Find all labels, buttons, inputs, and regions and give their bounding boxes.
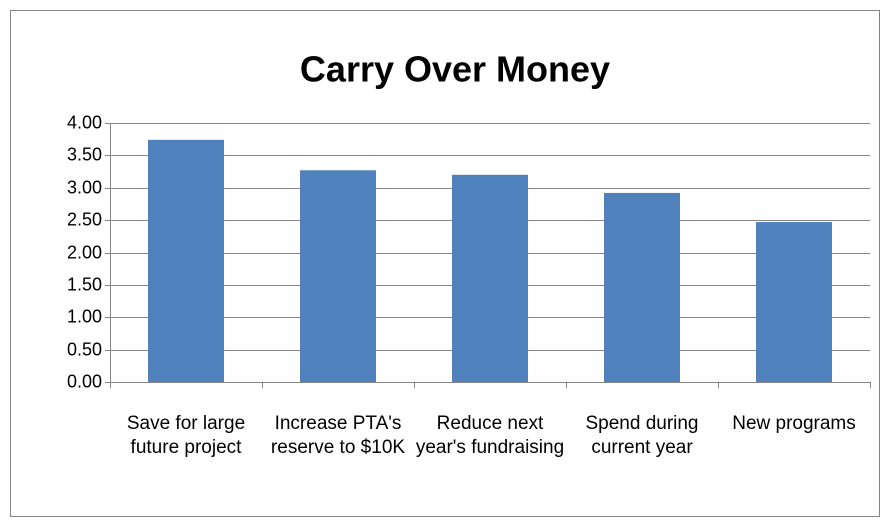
bar bbox=[300, 170, 376, 382]
x-tick-label: Spend during current year bbox=[585, 413, 699, 458]
x-tick-label: Increase PTA's reserve to $10K bbox=[270, 413, 406, 458]
y-tick-label: 4.00 bbox=[67, 112, 102, 132]
y-tick-label: 2.00 bbox=[67, 242, 102, 262]
x-tick-label: New programs bbox=[732, 413, 856, 434]
bar bbox=[148, 139, 224, 382]
y-tick-label: 3.00 bbox=[67, 177, 102, 197]
y-tick-label: 2.50 bbox=[67, 209, 102, 229]
y-tick-label: 0.00 bbox=[67, 371, 102, 391]
bar bbox=[452, 174, 528, 382]
bar bbox=[604, 192, 680, 382]
y-tick-label: 0.50 bbox=[67, 339, 102, 359]
x-tick-label: Save for large future project bbox=[126, 413, 246, 458]
x-tick-label: Reduce next year's fundraising bbox=[415, 413, 565, 458]
y-tick-label: 3.50 bbox=[67, 144, 102, 164]
y-tick-label: 1.50 bbox=[67, 274, 102, 294]
chart-title: Carry Over Money bbox=[300, 49, 610, 90]
y-tick-label: 1.00 bbox=[67, 306, 102, 326]
bar bbox=[756, 222, 832, 382]
